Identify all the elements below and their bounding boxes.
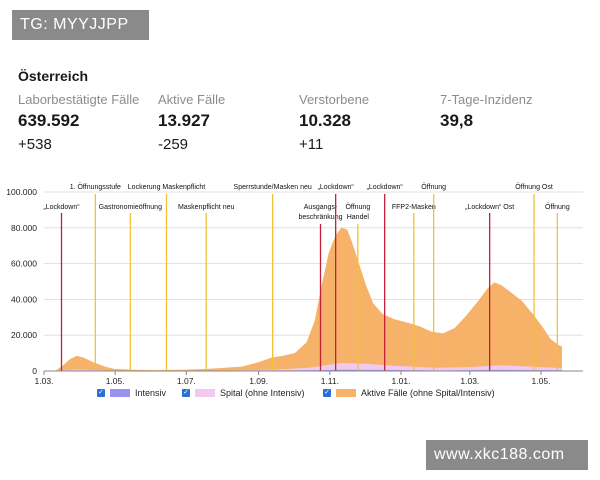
x-tick-label: 1.07. xyxy=(177,376,196,386)
event-label: „Lockdown“ xyxy=(43,204,80,211)
stat-change: +538 xyxy=(18,136,52,153)
stat-label: Aktive Fälle xyxy=(158,92,226,107)
legend-swatch xyxy=(336,389,356,397)
stat-confirmed: Laborbestätigte Fälle 639.592 +538 xyxy=(18,92,139,153)
x-tick-label: 1.05. xyxy=(106,376,125,386)
x-tick-label: 1.01. xyxy=(392,376,411,386)
event-label: Öffnung Ost xyxy=(515,183,553,191)
x-tick-label: 1.09. xyxy=(249,376,268,386)
event-label: Ausgangs- xyxy=(304,204,338,211)
legend-item-spital[interactable]: ✓ Spital (ohne Intensiv) xyxy=(182,388,305,398)
legend-item-aktive[interactable]: ✓ Aktive Fälle (ohne Spital/Intensiv) xyxy=(323,388,495,398)
stat-change: -259 xyxy=(158,136,189,153)
event-label: beschränkung xyxy=(299,214,343,221)
y-tick-label: 20.000 xyxy=(11,330,37,340)
x-tick-label: 1.11. xyxy=(321,376,339,386)
event-label: Lockerung Maskenpflicht xyxy=(128,184,205,191)
stat-value: 39,8 xyxy=(440,111,474,130)
y-tick-label: 80.000 xyxy=(11,223,37,233)
x-tick-label: 1.03. xyxy=(460,376,479,386)
stat-value: 639.592 xyxy=(18,111,80,130)
event-label: 1. Öffnungsstufe xyxy=(70,183,121,191)
event-label: „Lockdown“ xyxy=(318,184,355,191)
event-label: „Lockdown“ xyxy=(367,184,404,191)
stat-active: Aktive Fälle 13.927 -259 xyxy=(158,92,225,153)
checkbox-icon[interactable]: ✓ xyxy=(323,389,331,397)
stat-deaths: Verstorbene 10.328 +11 xyxy=(299,92,369,153)
event-label: Maskenpflicht neu xyxy=(178,204,235,211)
watermark-bottom: www.xkc188.com xyxy=(426,440,588,470)
region-title: Österreich xyxy=(18,68,89,84)
legend-item-intensiv[interactable]: ✓ Intensiv xyxy=(97,388,166,398)
y-tick-label: 40.000 xyxy=(11,294,37,304)
event-label: FFP2-Masken xyxy=(392,204,436,211)
event-label: Öffnung xyxy=(421,183,446,191)
event-label: Handel xyxy=(347,214,370,221)
covid-chart: 0 20.000 40.000 60.000 80.000 100.000 „Lockdow… xyxy=(6,183,583,386)
stat-value: 10.328 xyxy=(299,111,351,130)
stat-label: Laborbestätigte Fälle xyxy=(18,92,140,107)
legend-label: Aktive Fälle (ohne Spital/Intensiv) xyxy=(361,388,495,398)
legend-label: Spital (ohne Intensiv) xyxy=(220,388,305,398)
stat-value: 13.927 xyxy=(158,111,210,130)
y-tick-label: 0 xyxy=(32,366,37,376)
event-label: Gastronomieöffnung xyxy=(99,204,162,211)
stat-change: +11 xyxy=(299,136,324,153)
legend-label: Intensiv xyxy=(135,388,167,398)
x-tick-label: 1.05. xyxy=(532,376,551,386)
checkbox-icon[interactable]: ✓ xyxy=(182,389,190,397)
stat-label: 7-Tage-Inzidenz xyxy=(440,92,533,107)
event-label: Öffnung xyxy=(545,203,570,211)
event-label: „Lockdown“ Ost xyxy=(465,204,514,211)
series-area xyxy=(44,227,562,371)
y-tick-label: 60.000 xyxy=(11,259,37,269)
stat-label: Verstorbene xyxy=(299,92,370,107)
watermark-top: TG: MYYJJPP xyxy=(12,10,149,40)
legend-swatch xyxy=(195,389,215,397)
event-label: Öffnung xyxy=(345,203,370,211)
event-label: Sperrstunde/Masken neu xyxy=(234,184,312,191)
stat-incidence: 7-Tage-Inzidenz 39,8 xyxy=(440,92,533,136)
checkbox-icon[interactable]: ✓ xyxy=(97,389,105,397)
y-tick-label: 100.000 xyxy=(6,187,37,197)
x-tick-label: 1.03. xyxy=(35,376,54,386)
legend-swatch xyxy=(110,389,130,397)
series-area xyxy=(44,362,562,371)
